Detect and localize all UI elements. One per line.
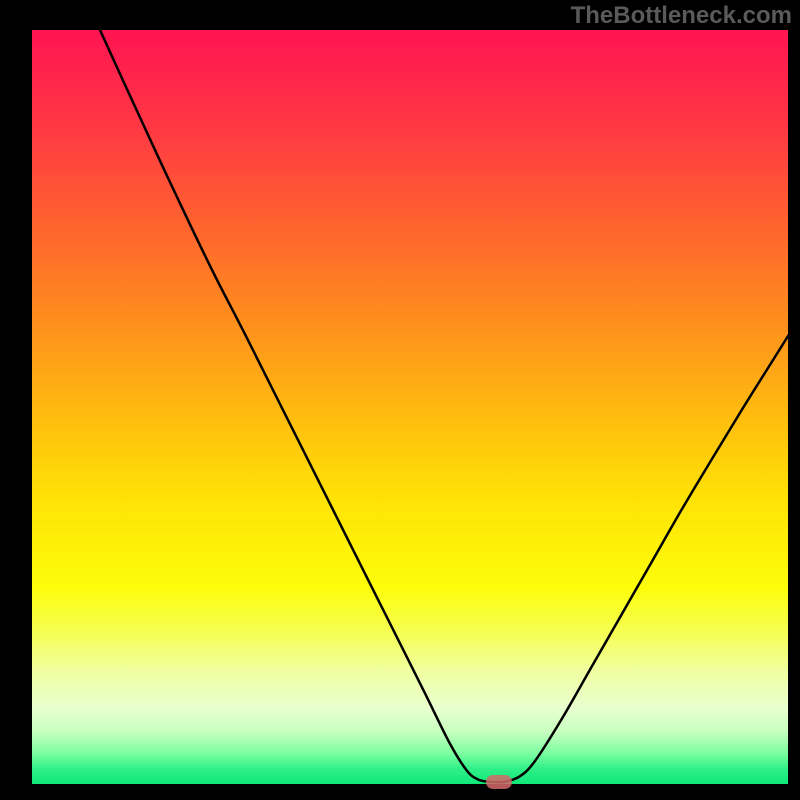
watermark-label: TheBottleneck.com	[571, 2, 792, 30]
optimal-marker	[486, 775, 512, 789]
bottleneck-curve	[32, 30, 788, 784]
chart-container: TheBottleneck.com	[0, 0, 800, 800]
plot-area	[32, 30, 788, 784]
